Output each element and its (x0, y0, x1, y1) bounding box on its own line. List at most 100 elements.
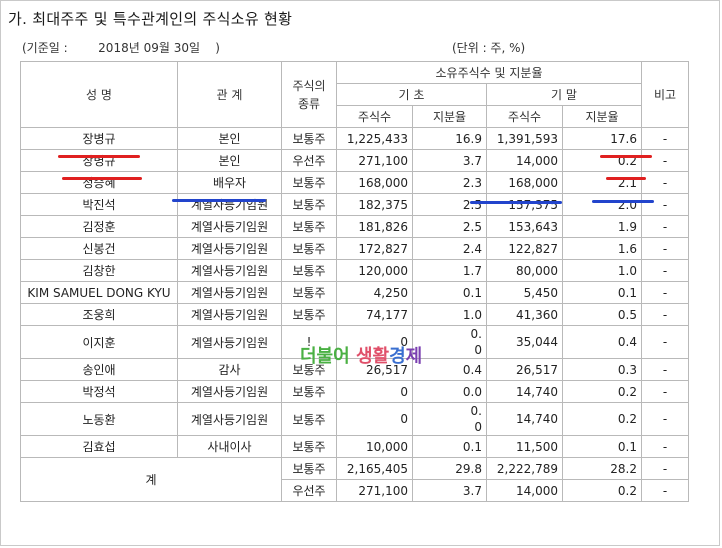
relation-cell: 계열사등기임원 (177, 193, 282, 216)
note-cell: - (641, 358, 689, 381)
stock-type-cell: 보통주 (281, 435, 337, 458)
beginning-shares-cell: 182,375 (336, 193, 413, 216)
table-row: 장병규 본인 우선주 271,100 3.7 14,000 0.2- (20, 149, 689, 172)
total-section: 계 보통주 2,165,405 29.8 2,222,789 28.2 - 우선… (20, 457, 689, 502)
ending-shares-cell: 41,360 (486, 303, 563, 326)
table-row: 장병규 본인 보통주 1,225,433 16.9 1,391,593 17.6- (20, 127, 689, 150)
note-cell: - (641, 171, 689, 194)
beginning-shares-cell: 10,000 (336, 435, 413, 458)
ending-ratio-cell: 0.2 (562, 149, 642, 172)
pen-underline (606, 177, 646, 180)
table-row: KIM SAMUEL DONG KYU 계열사등기임원 보통주 4,250 0.1 5,4… (20, 281, 689, 304)
watermark-part: 제 (405, 346, 423, 367)
relation-cell: 계열사등기임원 (177, 259, 282, 282)
total-type: 우선주 (281, 479, 337, 502)
name-cell: 정승혜 (20, 171, 178, 194)
stock-type-cell: 보통주 (281, 281, 337, 304)
relation-cell: 계열사등기임원 (177, 303, 282, 326)
relation-cell: 계열사등기임원 (177, 325, 282, 359)
stock-type-cell: 보통주 (281, 171, 337, 194)
stock-type-cell: 보통주 (281, 259, 337, 282)
ending-ratio-cell: 1.0 (562, 259, 642, 282)
section-title: 가. 최대주주 및 특수관계인의 주식소유 현황 (8, 10, 293, 28)
beginning-ratio-line: 0. (470, 327, 482, 341)
ending-shares-cell: 1,391,593 (486, 127, 563, 150)
beginning-ratio-cell: 2.4 (412, 237, 487, 260)
stock-type-cell: 보통주 (281, 193, 337, 216)
watermark-part: 더불어 (300, 346, 350, 367)
shareholding-table: 성 명 관 계 주식의 종류 소유주식수 및 지분율 비고 기 초 기 말 주식… (20, 61, 689, 502)
beginning-shares-cell: 181,826 (336, 215, 413, 238)
stock-type-cell: 우선주 (281, 149, 337, 172)
header-stock-type: 주식의 종류 (281, 61, 337, 128)
table-row: 박정석 계열사등기임원 보통주 0 0.0 14,740 0.2- (20, 380, 689, 403)
beginning-ratio-line: 0 (474, 420, 482, 434)
beginning-shares-cell: 1,225,433 (336, 127, 413, 150)
stock-type-cell: 보통주 (281, 127, 337, 150)
beginning-shares-cell: 271,100 (336, 149, 413, 172)
name-cell: 김정훈 (20, 215, 178, 238)
pen-underline (62, 177, 142, 180)
base-date: (기준일 : 2018년 09월 30일 ) (22, 41, 220, 55)
note-cell: - (641, 193, 689, 216)
beginning-ratio-cell: 0.0 (412, 325, 487, 359)
ending-shares-cell: 80,000 (486, 259, 563, 282)
ending-shares-cell: 11,500 (486, 435, 563, 458)
watermark-part: 생활 (355, 346, 390, 367)
beginning-ratio-cell: 1.0 (412, 303, 487, 326)
beginning-ratio-cell: 3.7 (412, 149, 487, 172)
table-row: 김정훈 계열사등기임원 보통주 181,826 2.5 153,643 1.9- (20, 215, 689, 238)
ending-shares-cell: 14,740 (486, 402, 563, 436)
relation-cell: 배우자 (177, 171, 282, 194)
name-cell: 박정석 (20, 380, 178, 403)
beginning-ratio-cell: 2.5 (412, 193, 487, 216)
beginning-ratio-cell: 2.5 (412, 215, 487, 238)
name-cell: 김효섭 (20, 435, 178, 458)
beginning-ratio-cell: 0.0 (412, 380, 487, 403)
relation-cell: 계열사등기임원 (177, 237, 282, 260)
name-cell: 박진석 (20, 193, 178, 216)
note-cell: - (641, 259, 689, 282)
total-type: 보통주 (281, 457, 337, 480)
relation-cell: 본인 (177, 149, 282, 172)
header-ending: 기 말 (486, 83, 642, 106)
total-beginning-shares: 2,165,405 (336, 457, 413, 480)
note-cell: - (641, 281, 689, 304)
table-row: 박진석 계열사등기임원 보통주 182,375 2.5 157,375 2.0- (20, 193, 689, 216)
header-ending-shares: 주식수 (486, 105, 563, 128)
name-cell: 노동환 (20, 402, 178, 436)
pen-underline (58, 155, 140, 158)
total-beginning-ratio: 29.8 (412, 457, 487, 480)
total-beginning-ratio: 3.7 (412, 479, 487, 502)
unit-label: (단위 : 주, %) (452, 41, 526, 55)
note-cell: - (641, 237, 689, 260)
ending-ratio-cell: 0.4 (562, 325, 642, 359)
beginning-ratio-cell: 0.1 (412, 281, 487, 304)
total-note: - (641, 457, 689, 480)
note-cell: - (641, 325, 689, 359)
note-cell: - (641, 380, 689, 403)
ending-shares-cell: 14,000 (486, 149, 563, 172)
ending-ratio-cell: 0.2 (562, 402, 642, 436)
note-cell: - (641, 149, 689, 172)
beginning-ratio-cell: 0.0 (412, 402, 487, 436)
beginning-shares-cell: 74,177 (336, 303, 413, 326)
table-row: 송인애 감사 보통주 26,517 0.4 26,517 0.3- (20, 358, 689, 381)
table-row: 노동환 계열사등기임원 보통주 0 0. 0 14,740 0.2- (20, 402, 689, 436)
watermark-part: 경 (389, 346, 406, 367)
ending-shares-cell: 5,450 (486, 281, 563, 304)
name-cell: 송인애 (20, 358, 178, 381)
beginning-ratio-cell: 0.4 (412, 358, 487, 381)
total-note: - (641, 479, 689, 502)
relation-cell: 계열사등기임원 (177, 281, 282, 304)
total-ending-ratio: 28.2 (562, 457, 642, 480)
table-row: 김창한 계열사등기임원 보통주 120,000 1.7 80,000 1.0- (20, 259, 689, 282)
name-cell: KIM SAMUEL DONG KYU (20, 281, 178, 304)
pen-underline (470, 201, 562, 204)
beginning-ratio-line: 0 (474, 343, 482, 357)
header-name: 성 명 (20, 61, 178, 128)
beginning-shares-cell: 0 (336, 402, 413, 436)
beginning-ratio-line: 0. (470, 404, 482, 418)
relation-cell: 계열사등기임원 (177, 215, 282, 238)
